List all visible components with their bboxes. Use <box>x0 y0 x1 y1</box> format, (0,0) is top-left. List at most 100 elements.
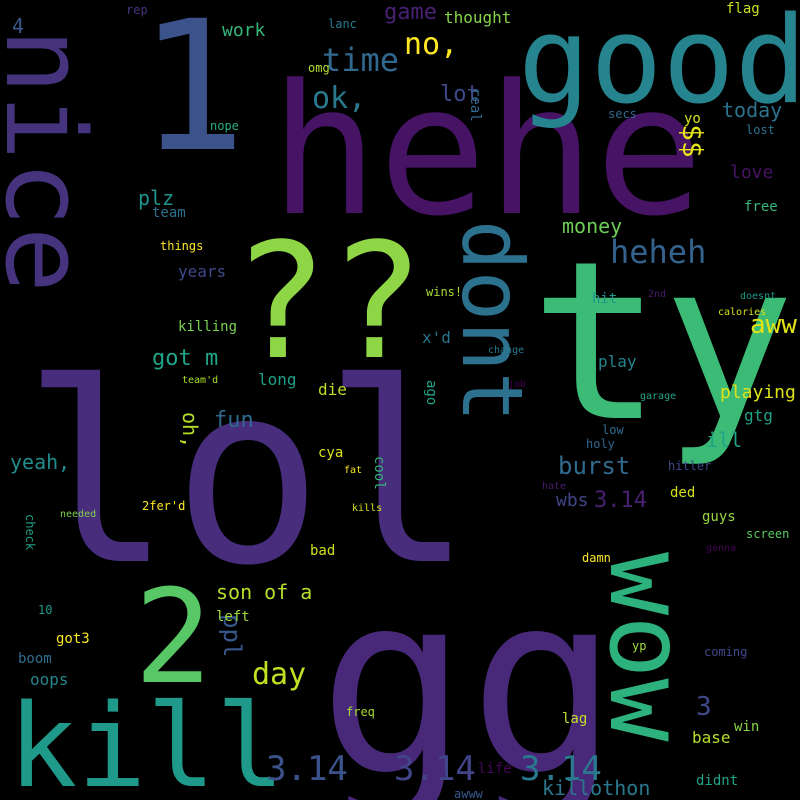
word: son of a <box>216 580 313 604</box>
word: ppl <box>218 614 246 658</box>
word: ill <box>706 428 743 452</box>
word: 4 <box>12 14 25 38</box>
word: gonna <box>706 543 737 554</box>
word: free <box>744 199 778 215</box>
word: wbs <box>556 490 589 511</box>
word: ded <box>670 485 696 501</box>
word: 10 <box>38 603 53 617</box>
word: money <box>562 214 623 238</box>
word: yo <box>684 111 701 127</box>
word: needed <box>60 509 97 520</box>
word: lol <box>22 329 474 620</box>
word: oops <box>30 670 69 689</box>
word: check <box>23 514 37 551</box>
word: yp <box>632 639 647 653</box>
word: nice <box>0 28 109 293</box>
word: damn <box>582 551 611 565</box>
word: ?? <box>232 208 425 395</box>
word: coming <box>704 645 748 659</box>
word: awww <box>454 787 483 800</box>
word: got m <box>152 346 219 371</box>
word: 3.14 <box>266 749 348 789</box>
word: hit <box>592 291 618 307</box>
word: low <box>602 423 624 437</box>
word: bad <box>310 543 336 559</box>
word: change <box>488 345 525 356</box>
word: playing <box>720 382 796 403</box>
word: fun <box>214 408 254 433</box>
word: rep <box>126 3 148 17</box>
word: no, <box>404 27 459 62</box>
word: day <box>252 657 307 692</box>
word: real <box>467 88 483 122</box>
word: gtg <box>744 406 773 425</box>
word: ok, <box>312 81 367 116</box>
word: years <box>178 262 227 281</box>
word: wins! <box>426 285 463 299</box>
word: x'd <box>422 328 451 347</box>
word: hitler <box>668 459 712 473</box>
word: love <box>730 162 774 183</box>
word: got3 <box>56 631 90 647</box>
word: dont <box>443 220 541 423</box>
word: doesnt <box>740 291 777 302</box>
word: nope <box>210 119 239 133</box>
word: 3.14 <box>394 749 476 789</box>
word: work <box>222 20 266 41</box>
word: cool <box>371 456 387 490</box>
word: time <box>322 41 400 79</box>
word: today <box>722 98 783 122</box>
word: die <box>318 380 347 399</box>
word: life <box>478 761 512 777</box>
word: killothon <box>542 776 651 800</box>
word: hehe <box>270 47 704 256</box>
word: 3.14 <box>594 488 647 513</box>
word: 2 <box>134 561 213 713</box>
word: play <box>598 352 637 371</box>
word: thought <box>444 8 512 27</box>
word: kills <box>352 503 383 514</box>
word: garage <box>640 391 677 402</box>
word: 3.14 <box>520 749 602 789</box>
word: things <box>160 239 204 253</box>
word: wow <box>586 552 708 742</box>
word: cya <box>318 445 344 461</box>
word: flag <box>726 1 760 17</box>
word: omg <box>308 61 330 75</box>
word: guys <box>702 509 736 525</box>
word: ty <box>530 214 795 470</box>
word: lost <box>746 123 775 137</box>
word: fat <box>344 465 363 476</box>
word: lot <box>440 82 480 107</box>
word: ago <box>423 380 439 406</box>
word: base <box>692 728 731 747</box>
word: job <box>508 379 527 390</box>
word: 2nd <box>648 289 667 300</box>
word: lag <box>562 711 588 727</box>
word: plz <box>138 186 175 210</box>
word: 3 <box>696 692 712 722</box>
word: secs <box>608 107 637 121</box>
word: screen <box>746 527 790 541</box>
word: oh, <box>178 412 202 449</box>
word: team'd <box>182 375 219 386</box>
word: long <box>258 370 297 389</box>
word: gg <box>318 539 620 800</box>
word: yeah, <box>10 450 71 474</box>
word: win <box>734 719 760 735</box>
word: hate <box>542 481 567 492</box>
word: $$ <box>676 124 709 158</box>
word: burst <box>558 452 631 480</box>
word: freq <box>346 705 375 719</box>
word: left <box>216 609 250 625</box>
word: heheh <box>610 233 707 271</box>
word: aww <box>750 310 797 340</box>
word: game <box>384 0 437 25</box>
word: killing <box>178 319 238 335</box>
word: holy <box>586 437 615 451</box>
word: lanc <box>328 17 357 31</box>
word: 1 <box>138 0 247 192</box>
word: good <box>518 0 800 131</box>
word: 2fer'd <box>142 499 186 513</box>
